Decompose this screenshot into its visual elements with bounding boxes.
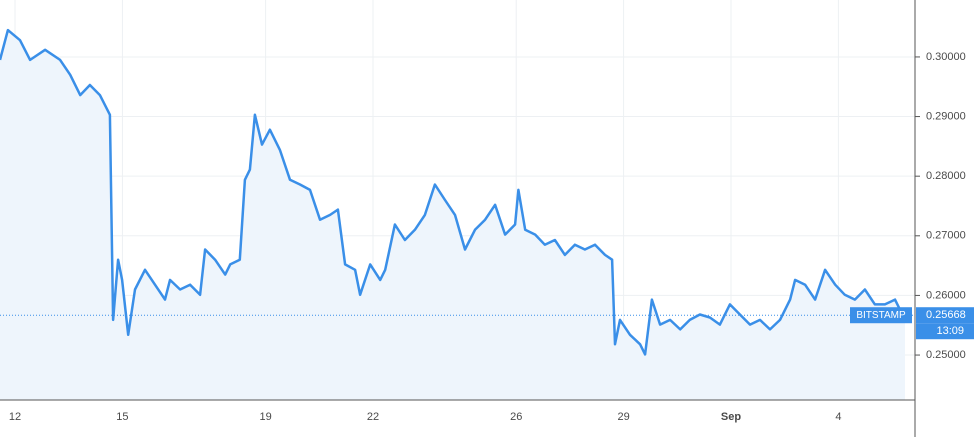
y-tick-label: 0.31000: [926, 0, 966, 3]
y-tick-label: 0.30000: [926, 51, 966, 63]
x-tick-label: 26: [510, 411, 522, 423]
x-tick-label: 12: [9, 411, 21, 423]
x-tick-label: Sep: [721, 411, 741, 423]
last-price-label: 0.25668: [926, 309, 966, 321]
countdown-badge: [916, 323, 974, 340]
countdown-label: 13:09: [936, 325, 964, 337]
price-badge: [916, 307, 974, 324]
area: [0, 30, 905, 400]
x-tick-label: 4: [835, 411, 841, 423]
price-axis-bg: [915, 0, 974, 437]
x-tick-label: 15: [116, 411, 128, 423]
exchange-label: BITSTAMP: [856, 310, 906, 321]
y-tick-label: 0.25000: [926, 349, 966, 361]
y-tick-label: 0.26000: [926, 289, 966, 301]
x-tick-label: 22: [367, 411, 379, 423]
y-tick-label: 0.29000: [926, 110, 966, 122]
line: [0, 28, 907, 356]
x-tick-label: 19: [259, 411, 271, 423]
x-tick-label: 29: [617, 411, 629, 423]
y-tick-label: 0.27000: [926, 230, 966, 242]
y-tick-label: 0.28000: [926, 170, 966, 182]
exchange-badge: [850, 307, 912, 324]
